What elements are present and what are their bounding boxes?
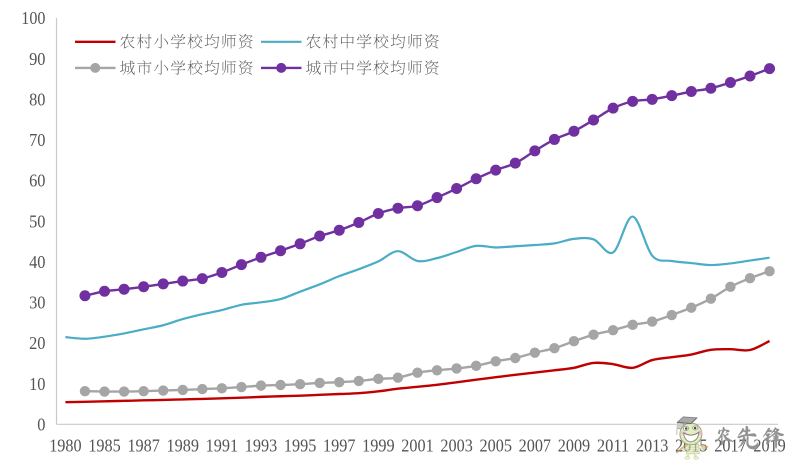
svg-text:0: 0 xyxy=(37,415,45,435)
svg-text:1980: 1980 xyxy=(49,436,81,456)
svg-text:30: 30 xyxy=(29,293,45,313)
svg-text:1999: 1999 xyxy=(362,436,394,456)
svg-text:2001: 2001 xyxy=(401,436,433,456)
svg-text:70: 70 xyxy=(29,130,45,150)
svg-text:2019: 2019 xyxy=(753,436,785,456)
svg-text:2013: 2013 xyxy=(636,436,668,456)
svg-text:2009: 2009 xyxy=(558,436,590,456)
svg-text:60: 60 xyxy=(29,171,45,191)
svg-text:20: 20 xyxy=(29,333,45,353)
svg-text:1987: 1987 xyxy=(127,436,159,456)
svg-text:100: 100 xyxy=(21,8,45,28)
svg-text:90: 90 xyxy=(29,49,45,69)
svg-text:80: 80 xyxy=(29,89,45,109)
svg-text:1989: 1989 xyxy=(167,436,199,456)
svg-text:1985: 1985 xyxy=(88,436,120,456)
svg-text:2003: 2003 xyxy=(440,436,472,456)
svg-text:1995: 1995 xyxy=(284,436,316,456)
svg-text:2007: 2007 xyxy=(519,436,551,456)
svg-text:2011: 2011 xyxy=(597,436,629,456)
svg-text:10: 10 xyxy=(29,374,45,394)
svg-text:1993: 1993 xyxy=(245,436,277,456)
svg-text:1997: 1997 xyxy=(323,436,355,456)
svg-text:2005: 2005 xyxy=(480,436,512,456)
svg-text:40: 40 xyxy=(29,252,45,272)
svg-text:1991: 1991 xyxy=(206,436,238,456)
svg-text:50: 50 xyxy=(29,211,45,231)
